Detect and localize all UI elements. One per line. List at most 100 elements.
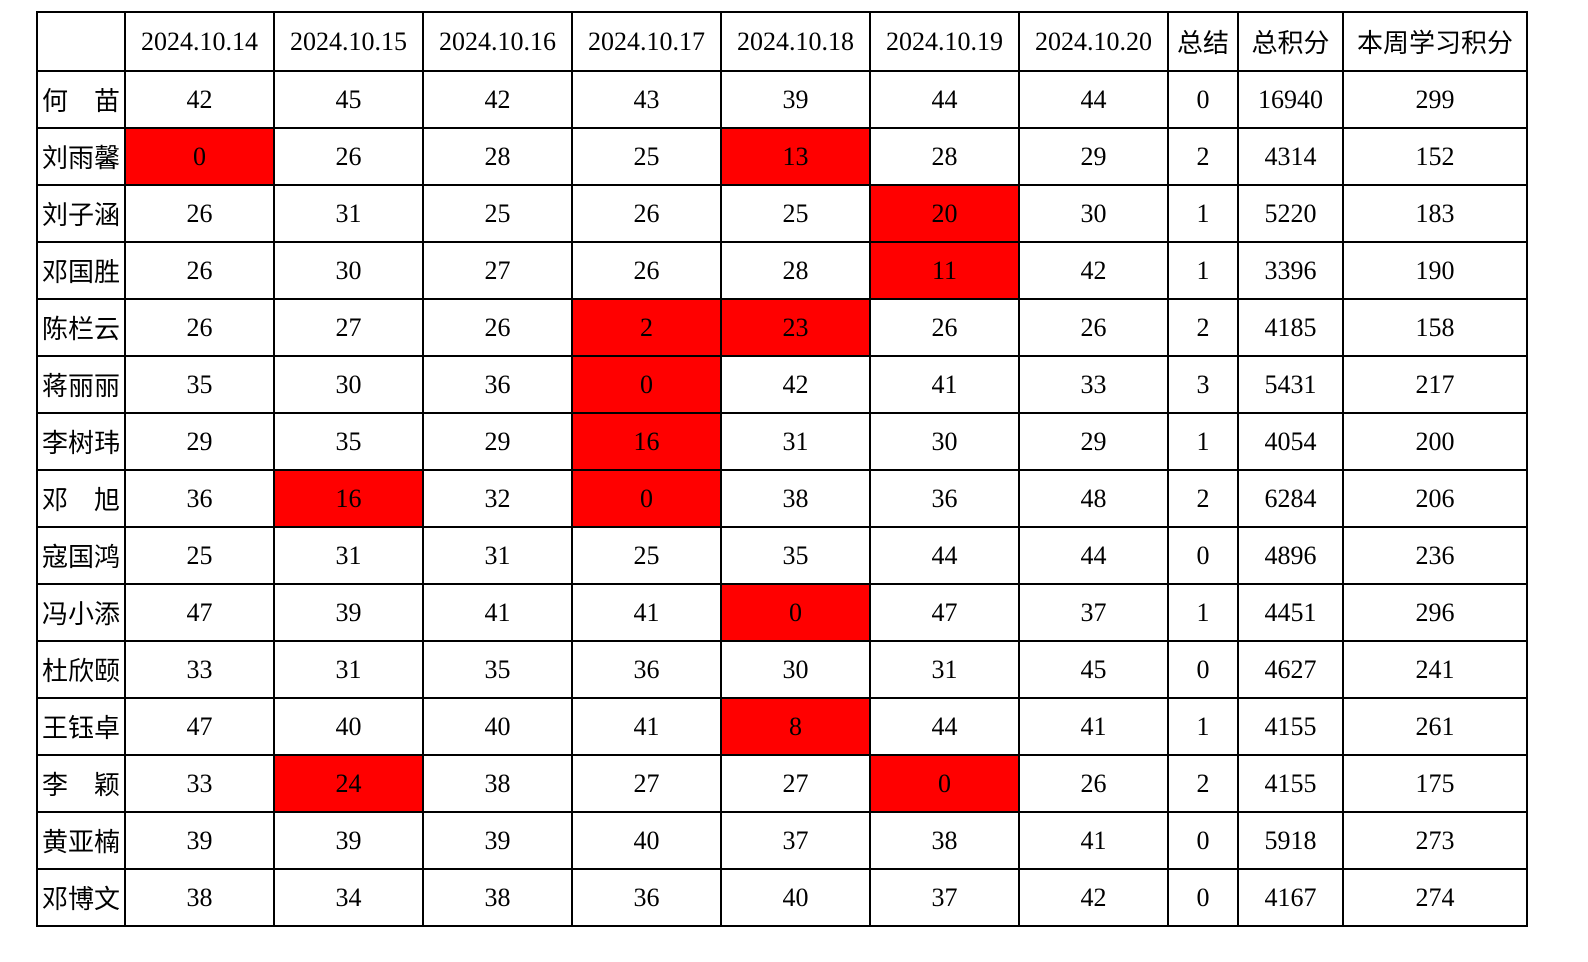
day-score-cell: 20 [869, 184, 1020, 243]
student-name-cell: 邓博文 [36, 868, 126, 927]
column-header: 2024.10.16 [422, 11, 573, 72]
day-score-cell: 26 [1018, 754, 1169, 813]
column-header: 2024.10.17 [571, 11, 722, 72]
day-score-cell: 31 [273, 184, 424, 243]
day-score-cell: 41 [1018, 697, 1169, 756]
summary-count-cell: 1 [1167, 241, 1239, 300]
day-score-cell: 31 [422, 526, 573, 585]
day-score-cell: 47 [124, 697, 275, 756]
day-score-cell: 42 [1018, 241, 1169, 300]
day-score-cell: 26 [273, 127, 424, 186]
day-score-cell: 30 [720, 640, 871, 699]
week-study-points-cell: 152 [1342, 127, 1528, 186]
day-score-cell: 0 [124, 127, 275, 186]
day-score-cell: 37 [1018, 583, 1169, 642]
table-row: 李树玮 29 35 29 16 31 30 29 1 4054 200 [36, 412, 1528, 471]
day-score-cell: 2 [571, 298, 722, 357]
day-score-cell: 38 [124, 868, 275, 927]
table-row: 陈栏云 26 27 26 2 23 26 26 2 4185 158 [36, 298, 1528, 357]
summary-count-cell: 2 [1167, 754, 1239, 813]
total-points-cell: 5431 [1237, 355, 1344, 414]
day-score-cell: 23 [720, 298, 871, 357]
day-score-cell: 26 [422, 298, 573, 357]
day-score-cell: 38 [422, 754, 573, 813]
day-score-cell: 25 [720, 184, 871, 243]
student-name-cell: 刘雨馨 [36, 127, 126, 186]
column-header: 总积分 [1237, 11, 1344, 72]
day-score-cell: 0 [720, 583, 871, 642]
day-score-cell: 8 [720, 697, 871, 756]
total-points-cell: 4054 [1237, 412, 1344, 471]
table-row: 李 颖 33 24 38 27 27 0 26 2 4155 175 [36, 754, 1528, 813]
week-study-points-cell: 299 [1342, 70, 1528, 129]
student-name-cell: 冯小添 [36, 583, 126, 642]
student-name-cell: 李树玮 [36, 412, 126, 471]
day-score-cell: 26 [124, 184, 275, 243]
week-study-points-cell: 274 [1342, 868, 1528, 927]
week-study-points-cell: 296 [1342, 583, 1528, 642]
day-score-cell: 28 [869, 127, 1020, 186]
day-score-cell: 28 [720, 241, 871, 300]
day-score-cell: 44 [869, 697, 1020, 756]
student-name-cell: 寇国鸿 [36, 526, 126, 585]
day-score-cell: 25 [571, 127, 722, 186]
student-name-cell: 何 苗 [36, 70, 126, 129]
corner-blank-cell [36, 11, 126, 72]
student-name-cell: 杜欣颐 [36, 640, 126, 699]
week-study-points-cell: 175 [1342, 754, 1528, 813]
table-row: 黄亚楠 39 39 39 40 37 38 41 0 5918 273 [36, 811, 1528, 870]
day-score-cell: 13 [720, 127, 871, 186]
day-score-cell: 27 [422, 241, 573, 300]
day-score-cell: 31 [720, 412, 871, 471]
table-row: 寇国鸿 25 31 31 25 35 44 44 0 4896 236 [36, 526, 1528, 585]
day-score-cell: 29 [124, 412, 275, 471]
summary-count-cell: 2 [1167, 469, 1239, 528]
day-score-cell: 39 [720, 70, 871, 129]
week-study-points-cell: 241 [1342, 640, 1528, 699]
column-header: 本周学习积分 [1342, 11, 1528, 72]
total-points-cell: 4185 [1237, 298, 1344, 357]
day-score-cell: 38 [422, 868, 573, 927]
summary-count-cell: 0 [1167, 868, 1239, 927]
day-score-cell: 37 [869, 868, 1020, 927]
day-score-cell: 39 [273, 811, 424, 870]
day-score-cell: 33 [124, 754, 275, 813]
day-score-cell: 41 [869, 355, 1020, 414]
day-score-cell: 26 [124, 298, 275, 357]
day-score-cell: 31 [869, 640, 1020, 699]
day-score-cell: 42 [720, 355, 871, 414]
day-score-cell: 30 [869, 412, 1020, 471]
table-row: 邓 旭 36 16 32 0 38 36 48 2 6284 206 [36, 469, 1528, 528]
total-points-cell: 4627 [1237, 640, 1344, 699]
day-score-cell: 25 [422, 184, 573, 243]
day-score-cell: 41 [1018, 811, 1169, 870]
column-header: 2024.10.15 [273, 11, 424, 72]
total-points-cell: 4451 [1237, 583, 1344, 642]
day-score-cell: 35 [422, 640, 573, 699]
day-score-cell: 40 [571, 811, 722, 870]
week-study-points-cell: 217 [1342, 355, 1528, 414]
day-score-cell: 28 [422, 127, 573, 186]
day-score-cell: 27 [571, 754, 722, 813]
student-name-cell: 邓 旭 [36, 469, 126, 528]
week-study-points-cell: 183 [1342, 184, 1528, 243]
summary-count-cell: 0 [1167, 640, 1239, 699]
day-score-cell: 39 [422, 811, 573, 870]
day-score-cell: 36 [124, 469, 275, 528]
table-row: 冯小添 47 39 41 41 0 47 37 1 4451 296 [36, 583, 1528, 642]
day-score-cell: 29 [1018, 127, 1169, 186]
day-score-cell: 36 [571, 640, 722, 699]
day-score-cell: 27 [273, 298, 424, 357]
table-row: 邓国胜 26 30 27 26 28 11 42 1 3396 190 [36, 241, 1528, 300]
day-score-cell: 41 [422, 583, 573, 642]
summary-count-cell: 0 [1167, 70, 1239, 129]
student-name-cell: 王钰卓 [36, 697, 126, 756]
day-score-cell: 16 [273, 469, 424, 528]
student-name-cell: 邓国胜 [36, 241, 126, 300]
column-header: 2024.10.19 [869, 11, 1020, 72]
day-score-cell: 41 [571, 583, 722, 642]
table-row: 刘雨馨 0 26 28 25 13 28 29 2 4314 152 [36, 127, 1528, 186]
day-score-cell: 45 [1018, 640, 1169, 699]
summary-count-cell: 0 [1167, 526, 1239, 585]
day-score-cell: 29 [1018, 412, 1169, 471]
